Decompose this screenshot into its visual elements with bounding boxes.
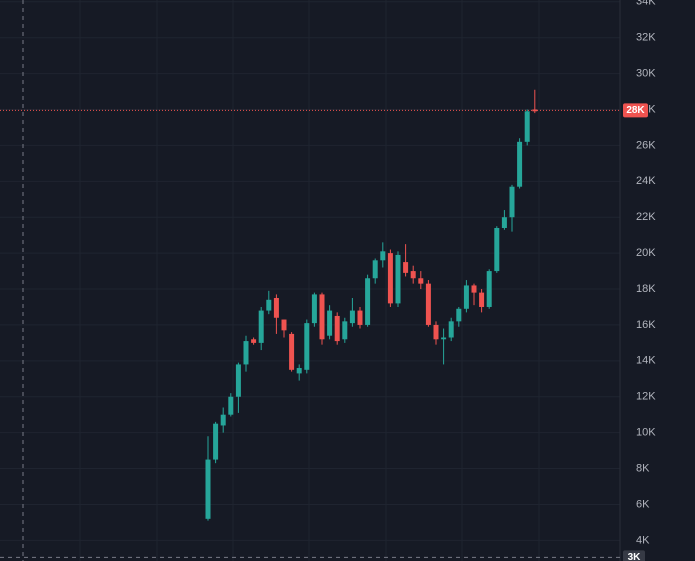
candle-body bbox=[524, 111, 530, 142]
candle-body bbox=[327, 310, 333, 336]
y-tick-label: 4K bbox=[636, 534, 650, 546]
candle-body bbox=[349, 310, 355, 324]
candle-body bbox=[319, 294, 325, 340]
candle-body bbox=[220, 414, 226, 426]
candle-body bbox=[357, 310, 363, 325]
candle-body bbox=[380, 251, 386, 261]
candle-body bbox=[463, 285, 469, 309]
candle-body bbox=[395, 254, 401, 304]
candle-body bbox=[448, 321, 454, 338]
candle-body bbox=[471, 285, 477, 293]
candle-body bbox=[479, 292, 485, 307]
candle-body bbox=[501, 217, 507, 228]
candle-body bbox=[433, 324, 439, 340]
candle-body bbox=[441, 337, 447, 340]
candle-body bbox=[304, 323, 310, 370]
y-tick-label: 16K bbox=[636, 319, 656, 331]
candle-body bbox=[410, 271, 416, 279]
candle-body bbox=[342, 321, 348, 340]
y-tick-label: 26K bbox=[636, 139, 656, 151]
candle-body bbox=[387, 253, 393, 304]
candle-body bbox=[311, 294, 317, 324]
candle-body bbox=[334, 315, 340, 342]
candle-body bbox=[281, 319, 287, 331]
candle-body bbox=[365, 278, 371, 325]
y-tick-label: 22K bbox=[636, 211, 656, 223]
y-tick-label: 34K bbox=[636, 0, 656, 8]
grid bbox=[0, 0, 620, 561]
y-tick-label: 30K bbox=[636, 68, 656, 80]
last-price-label: 28K bbox=[626, 105, 645, 116]
candle-body bbox=[494, 227, 500, 272]
candle-body bbox=[456, 308, 462, 322]
candle-body bbox=[266, 299, 272, 311]
y-tick-label: 10K bbox=[636, 427, 656, 439]
y-tick-label: 12K bbox=[636, 391, 656, 403]
y-tick-label: 6K bbox=[636, 498, 650, 510]
candle-body bbox=[258, 310, 264, 343]
candle-body bbox=[243, 341, 249, 365]
candle-body bbox=[486, 271, 492, 307]
candle-body bbox=[418, 278, 424, 284]
candle-body bbox=[213, 423, 219, 460]
candle-body bbox=[289, 333, 295, 370]
crosshair-box bbox=[623, 550, 645, 561]
candle-body bbox=[205, 459, 211, 519]
candle-body bbox=[228, 396, 234, 415]
y-tick-label: 14K bbox=[636, 355, 656, 367]
candle-body bbox=[509, 186, 515, 218]
y-tick-label: 18K bbox=[636, 283, 656, 295]
candle-body bbox=[235, 364, 241, 397]
candle-body bbox=[296, 368, 302, 374]
candle-body bbox=[425, 283, 431, 325]
candle-body bbox=[273, 298, 279, 318]
y-tick-label: 24K bbox=[636, 175, 656, 187]
last-price-box bbox=[623, 103, 648, 118]
y-tick-label: 20K bbox=[636, 247, 656, 259]
crosshair-label: 3K bbox=[628, 552, 642, 561]
y-tick-label: 32K bbox=[636, 32, 656, 44]
y-tick-label: 8K bbox=[636, 462, 650, 474]
candle-body bbox=[517, 141, 523, 187]
candle-body bbox=[403, 262, 409, 273]
candle-body bbox=[251, 339, 257, 343]
candle-body bbox=[372, 260, 378, 279]
